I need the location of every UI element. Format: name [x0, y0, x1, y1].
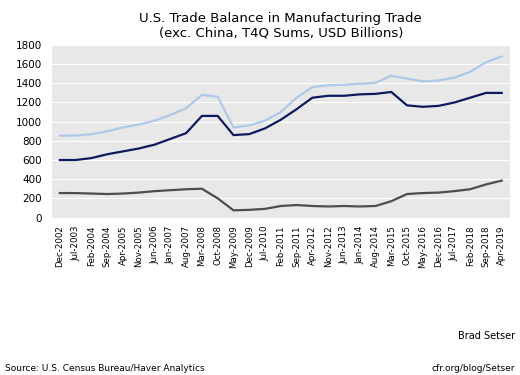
Imports — [404, 76, 410, 81]
Exports — [420, 105, 426, 109]
Exports — [246, 132, 252, 136]
Imports — [467, 70, 473, 74]
Exports — [104, 152, 110, 156]
Deficit (sign reversed) — [246, 208, 252, 212]
Imports — [372, 81, 379, 85]
Exports — [372, 92, 379, 96]
Imports — [104, 129, 110, 134]
Imports — [499, 54, 505, 59]
Line: Imports: Imports — [60, 57, 502, 136]
Deficit (sign reversed) — [230, 208, 237, 213]
Imports — [167, 113, 174, 117]
Imports — [183, 106, 189, 111]
Deficit (sign reversed) — [57, 191, 63, 195]
Exports — [57, 158, 63, 162]
Exports — [388, 90, 394, 94]
Imports — [215, 94, 221, 99]
Deficit (sign reversed) — [136, 190, 142, 195]
Deficit (sign reversed) — [88, 191, 95, 196]
Deficit (sign reversed) — [499, 178, 505, 183]
Deficit (sign reversed) — [435, 190, 441, 195]
Deficit (sign reversed) — [451, 189, 458, 194]
Deficit (sign reversed) — [293, 203, 300, 207]
Imports — [151, 118, 158, 123]
Deficit (sign reversed) — [483, 182, 489, 187]
Exports — [262, 126, 268, 130]
Imports — [88, 132, 95, 136]
Deficit (sign reversed) — [388, 199, 394, 204]
Deficit (sign reversed) — [167, 188, 174, 192]
Exports — [136, 146, 142, 151]
Imports — [325, 83, 331, 87]
Exports — [183, 131, 189, 135]
Exports — [483, 91, 489, 95]
Imports — [388, 74, 394, 78]
Exports — [199, 114, 205, 118]
Exports — [230, 133, 237, 137]
Imports — [120, 125, 126, 130]
Exports — [73, 158, 79, 162]
Text: Brad Setser: Brad Setser — [458, 331, 515, 341]
Exports — [357, 92, 363, 97]
Deficit (sign reversed) — [73, 191, 79, 195]
Imports — [199, 93, 205, 97]
Imports — [451, 75, 458, 80]
Imports — [136, 122, 142, 127]
Deficit (sign reversed) — [372, 204, 379, 208]
Imports — [483, 60, 489, 64]
Line: Deficit (sign reversed): Deficit (sign reversed) — [60, 181, 502, 210]
Deficit (sign reversed) — [104, 192, 110, 196]
Imports — [246, 123, 252, 128]
Exports — [435, 104, 441, 108]
Exports — [467, 96, 473, 100]
Imports — [262, 118, 268, 123]
Deficit (sign reversed) — [120, 191, 126, 196]
Imports — [293, 96, 300, 100]
Exports — [278, 117, 284, 122]
Exports — [120, 149, 126, 154]
Exports — [88, 156, 95, 160]
Deficit (sign reversed) — [278, 204, 284, 208]
Deficit (sign reversed) — [420, 191, 426, 195]
Exports — [451, 100, 458, 105]
Exports — [341, 93, 347, 98]
Deficit (sign reversed) — [151, 189, 158, 194]
Imports — [230, 125, 237, 130]
Exports — [151, 142, 158, 147]
Exports — [309, 96, 316, 100]
Exports — [499, 91, 505, 95]
Imports — [341, 82, 347, 87]
Deficit (sign reversed) — [357, 204, 363, 209]
Deficit (sign reversed) — [262, 207, 268, 211]
Imports — [435, 78, 441, 83]
Line: Exports: Exports — [60, 92, 502, 160]
Deficit (sign reversed) — [341, 204, 347, 208]
Imports — [420, 79, 426, 84]
Text: cfr.org/blog/Setser: cfr.org/blog/Setser — [431, 364, 515, 373]
Exports — [293, 107, 300, 111]
Imports — [357, 82, 363, 86]
Imports — [309, 85, 316, 89]
Exports — [215, 114, 221, 118]
Deficit (sign reversed) — [309, 204, 316, 208]
Deficit (sign reversed) — [183, 187, 189, 192]
Deficit (sign reversed) — [215, 196, 221, 201]
Exports — [404, 103, 410, 108]
Deficit (sign reversed) — [325, 204, 331, 209]
Imports — [278, 110, 284, 114]
Deficit (sign reversed) — [199, 186, 205, 191]
Imports — [73, 134, 79, 138]
Text: Source: U.S. Census Bureau/Haver Analytics: Source: U.S. Census Bureau/Haver Analyti… — [5, 364, 205, 373]
Deficit (sign reversed) — [467, 187, 473, 192]
Imports — [57, 134, 63, 138]
Exports — [167, 136, 174, 141]
Deficit (sign reversed) — [404, 192, 410, 196]
Title: U.S. Trade Balance in Manufacturing Trade
(exc. China, T4Q Sums, USD Billions): U.S. Trade Balance in Manufacturing Trad… — [139, 12, 422, 40]
Exports — [325, 93, 331, 98]
